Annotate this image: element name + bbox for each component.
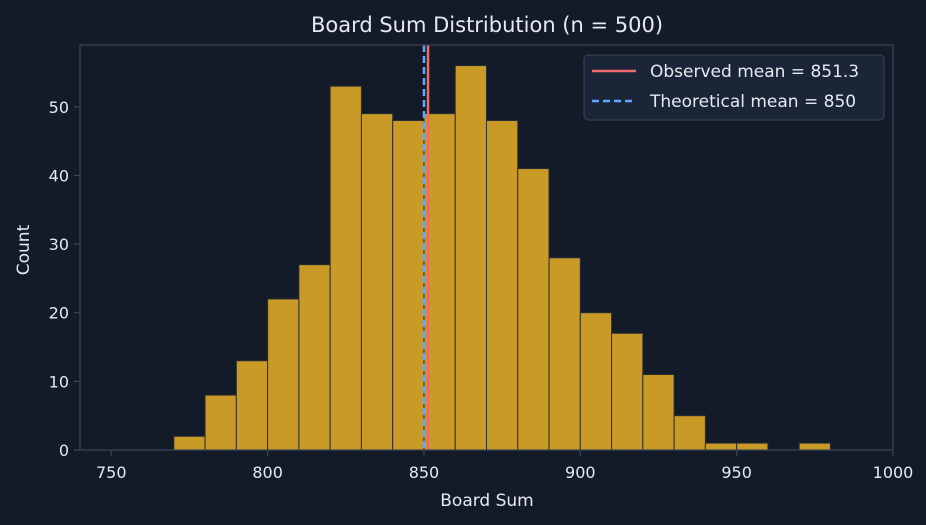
legend: Observed mean = 851.3 Theoretical mean =…: [583, 54, 885, 121]
x-axis-ticks: 750 800 850 900 950 1000: [96, 450, 913, 482]
x-tick-label: 750: [96, 463, 127, 482]
histogram-bar: [517, 168, 550, 451]
histogram-bar: [736, 442, 769, 451]
histogram-bar: [392, 120, 425, 451]
x-tick-label: 1000: [873, 463, 914, 482]
x-axis-label: Board Sum: [440, 491, 534, 511]
histogram-bar: [548, 257, 581, 451]
legend-theoretical-mean-label: Theoretical mean = 850: [649, 92, 856, 112]
histogram-bar: [673, 415, 706, 451]
y-axis-label: Count: [14, 224, 34, 275]
histogram-bar: [611, 332, 644, 451]
y-tick-label: 20: [49, 304, 69, 323]
histogram-bar: [454, 65, 488, 451]
histogram-bar: [486, 120, 519, 451]
x-tick-label: 950: [721, 463, 752, 482]
y-axis-ticks: 0 10 20 30 40 50: [49, 98, 80, 460]
histogram-bar: [298, 264, 331, 451]
x-tick-label: 900: [565, 463, 596, 482]
histogram-bar: [798, 442, 831, 451]
legend-box: [583, 54, 885, 121]
y-tick-label: 50: [49, 98, 69, 117]
mean-lines: [422, 45, 430, 450]
histogram-bar: [173, 435, 206, 451]
histogram-bar: [329, 85, 362, 451]
legend-observed-mean-label: Observed mean = 851.3: [650, 62, 859, 82]
histogram-bar: [267, 298, 300, 451]
y-tick-label: 40: [49, 166, 69, 185]
histogram-bar: [360, 113, 394, 451]
y-tick-label: 0: [59, 441, 69, 460]
chart-title: Board Sum Distribution (n = 500): [311, 13, 663, 37]
histogram-bar: [204, 394, 237, 451]
histogram-bar: [579, 312, 613, 451]
plot-area-frame: [79, 44, 894, 451]
histogram-bar: [704, 442, 738, 451]
histogram-bar: [235, 360, 269, 451]
x-tick-label: 850: [409, 463, 440, 482]
y-tick-label: 30: [49, 235, 69, 254]
histogram-bars: [173, 65, 831, 451]
y-tick-label: 10: [49, 372, 69, 391]
histogram-bar: [642, 373, 675, 451]
x-tick-label: 800: [252, 463, 283, 482]
